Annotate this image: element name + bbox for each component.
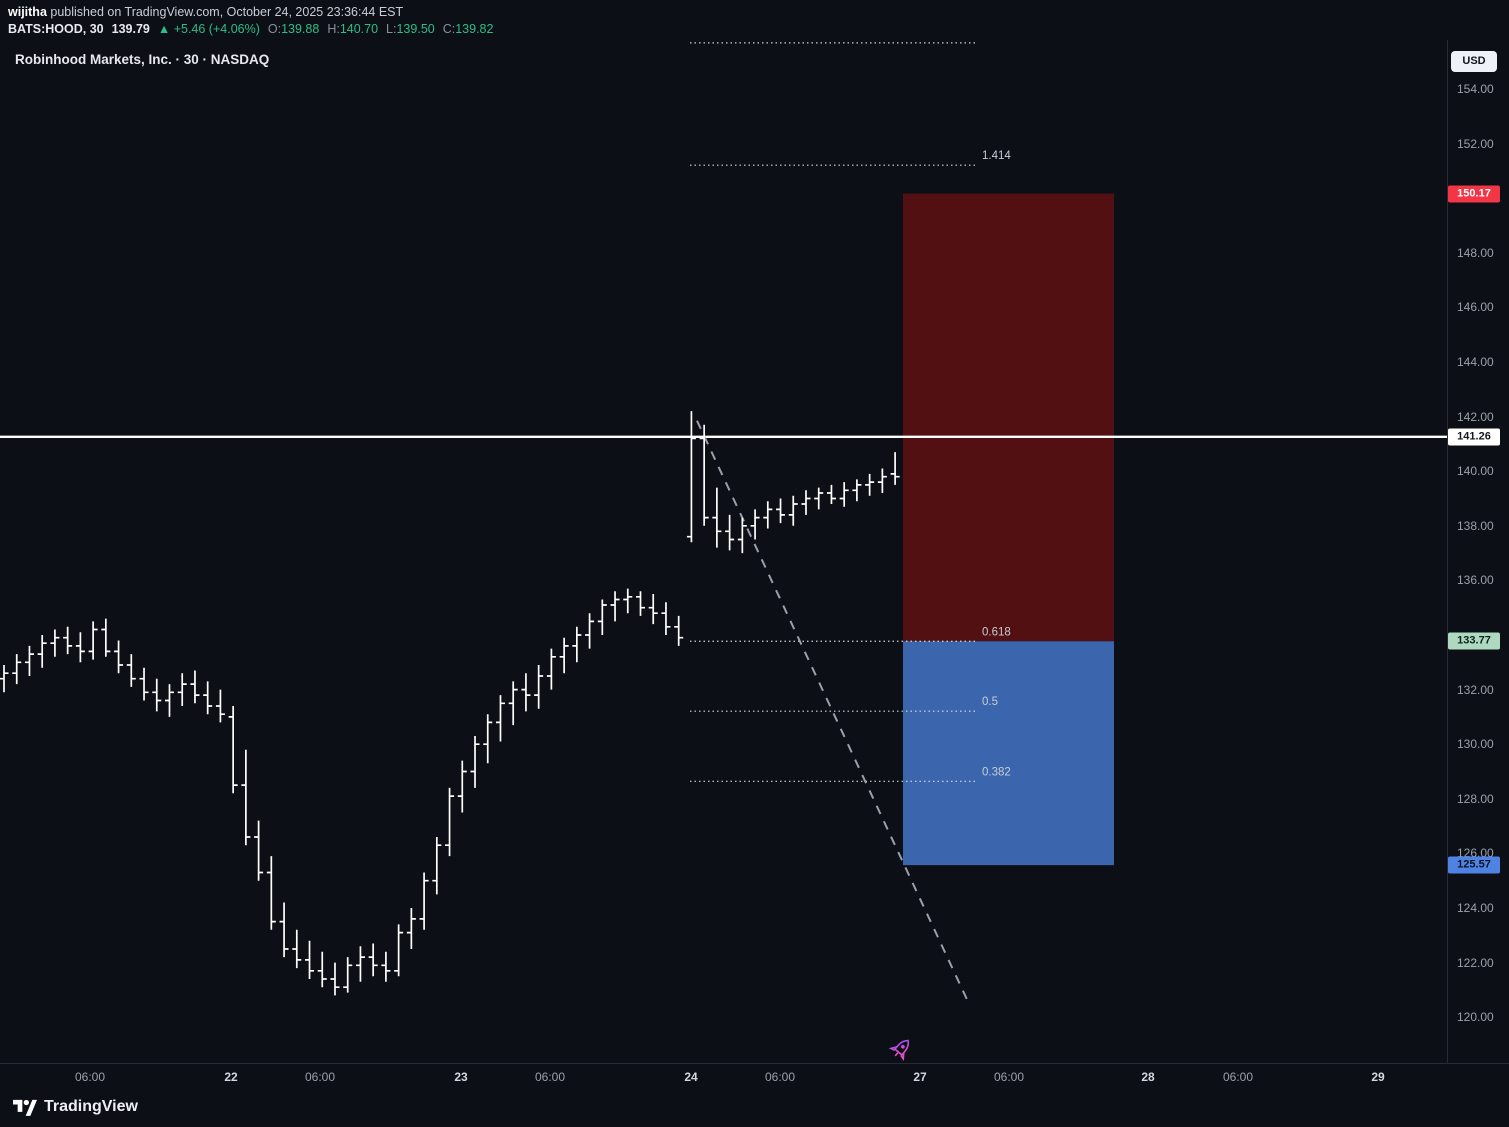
price-tag-red-150.17: 150.17	[1448, 185, 1500, 203]
high-value: H:140.70	[327, 22, 378, 36]
price-tick-label: 124.00	[1457, 901, 1494, 915]
price-tick-label: 120.00	[1457, 1010, 1494, 1025]
tradingview-logo-icon[interactable]	[13, 1097, 37, 1116]
footer: TradingView	[13, 1097, 138, 1116]
fib-level-label: 1.414	[982, 150, 1011, 162]
time-label[interactable]: 06:00	[1222, 1070, 1254, 1084]
price-scale[interactable]: 154.00 152.00 148.00 146.00 144.00 142.00 140.…	[1447, 0, 1509, 1063]
ohlc-value: 139.82	[455, 22, 494, 36]
author-name: wijitha	[8, 5, 47, 19]
price-tick-label: 152.00	[1457, 136, 1494, 151]
price-tick-label: 132.00	[1457, 682, 1494, 697]
ohlc-value: 140.70	[339, 22, 379, 36]
date-label[interactable]: 29	[1371, 1070, 1385, 1084]
time-scale[interactable]: 06:00 22 06:00 23 06:00 24 06:00 27 06:00 28 06:00…	[0, 1063, 1509, 1096]
currency-button[interactable]: USD	[1451, 51, 1497, 72]
time-label[interactable]: 06:00	[534, 1070, 566, 1084]
symbol-interval-label[interactable]: BATS:HOOD, 30	[8, 22, 104, 36]
date-label[interactable]: 27	[913, 1070, 927, 1084]
price-tick-label: 148.00	[1457, 245, 1494, 260]
price-tick-label: 122.00	[1457, 955, 1494, 970]
byline: wijitha published on TradingView.com, Oc…	[8, 5, 403, 19]
price-bars	[0, 411, 900, 996]
byline-text: published on TradingView.com, October 24…	[46, 5, 404, 19]
price-tick-label: 130.00	[1457, 737, 1494, 752]
time-label[interactable]: 06:00	[993, 1070, 1025, 1084]
fib-level-label: 0.5	[982, 696, 998, 708]
ohlc-value: 139.50	[396, 22, 435, 36]
price-change: ▲ +5.46 (+4.06%)	[157, 22, 260, 36]
date-label[interactable]: 24	[684, 1070, 698, 1084]
date-label[interactable]: 23	[454, 1070, 468, 1084]
time-label[interactable]: 06:00	[304, 1070, 336, 1084]
price-tick-label: 138.00	[1457, 518, 1494, 533]
price-tag-green-133.77: 133.77	[1448, 632, 1500, 650]
rocket-icon[interactable]	[886, 1034, 916, 1064]
ohlc-label: H:	[327, 22, 340, 36]
ohlc-label: C:	[442, 22, 456, 36]
ohlc-label: O:	[267, 22, 282, 36]
open-value: O:139.88	[268, 22, 319, 36]
chart-title: Robinhood Markets, Inc. · 30 · NASDAQ	[15, 52, 270, 67]
price-tick-label: 142.00	[1457, 409, 1494, 424]
fib-level-label: 0.382	[982, 766, 1011, 778]
date-label[interactable]: 22	[224, 1070, 238, 1084]
fib-level-label: 0.618	[982, 626, 1011, 638]
blue-zone-box[interactable]	[903, 641, 1114, 866]
price-tick-label: 146.00	[1457, 300, 1494, 315]
price-tick-label: 136.00	[1457, 573, 1494, 588]
time-label[interactable]: 06:00	[74, 1070, 106, 1084]
red-zone-box[interactable]	[903, 193, 1114, 642]
tradingview-logo-text[interactable]: TradingView	[44, 1097, 138, 1115]
price-tick-label: 140.00	[1457, 464, 1494, 479]
dashed-trendline[interactable]	[696, 420, 969, 1003]
last-price: 139.79	[111, 22, 150, 36]
ohlc-label: L:	[386, 22, 397, 36]
price-tick-label: 154.00	[1457, 82, 1494, 96]
ohlc-value: 139.88	[281, 22, 320, 36]
price-tick-label: 144.00	[1457, 355, 1494, 369]
close-value: C:139.82	[443, 22, 494, 36]
price-tag-white-141.26: 141.26	[1448, 428, 1500, 446]
price-tick-label: 128.00	[1457, 791, 1494, 806]
price-tag-blue-125.57: 125.57	[1448, 856, 1500, 874]
date-label[interactable]: 28	[1141, 1070, 1155, 1084]
low-value: L:139.50	[386, 22, 435, 36]
symbol-status-line: BATS:HOOD, 30 139.79 ▲ +5.46 (+4.06%) O:…	[8, 22, 493, 36]
time-label[interactable]: 06:00	[764, 1070, 796, 1084]
